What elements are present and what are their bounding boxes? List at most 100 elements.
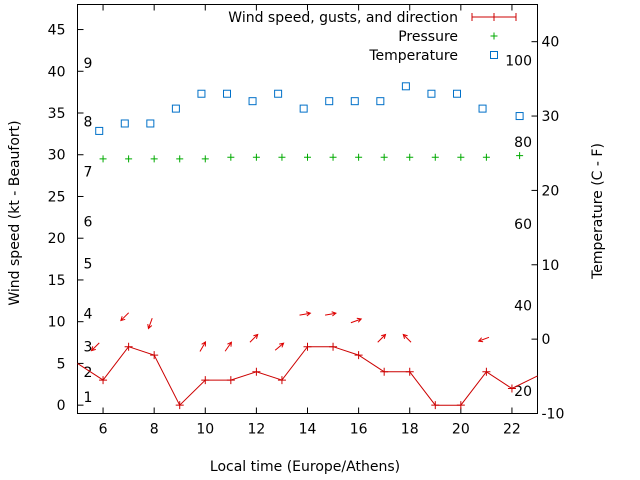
wind-speed-point [201, 376, 210, 385]
y2-tick-label: 40 [542, 35, 560, 51]
legend-label: Wind speed, gusts, and direction [228, 10, 458, 26]
beaufort-label: 5 [84, 256, 93, 272]
y-tick-label: 5 [57, 356, 66, 372]
wind-direction-arrow [274, 342, 285, 351]
wind-direction-arrow [120, 312, 130, 322]
temperature-point [120, 119, 129, 128]
pressure-point [355, 153, 363, 161]
pressure-point [278, 153, 286, 161]
temperature-point [515, 112, 524, 121]
fahrenheit-label: 80 [514, 135, 532, 151]
x-tick-label: 6 [99, 422, 108, 438]
wind-direction-arrow [249, 333, 259, 343]
y-tick-label: 10 [48, 315, 66, 331]
y-tick-label: 30 [48, 148, 66, 164]
wind-speed-point [405, 367, 414, 376]
x-tick-label: 20 [452, 422, 470, 438]
x-tick-label: 16 [350, 422, 368, 438]
y2-tick-label: 30 [542, 109, 560, 125]
temperature-point [453, 89, 461, 98]
temperature-point [427, 89, 436, 98]
wind-speed-series [77, 342, 538, 410]
pressure-point [99, 155, 107, 163]
legend-label: Temperature [368, 48, 458, 64]
pressure-point [482, 153, 490, 161]
pressure-point [150, 155, 158, 163]
temperature-point [478, 104, 487, 113]
wind-speed-point [150, 351, 159, 360]
y-tick-label: 0 [57, 398, 66, 414]
y-tick-label: 20 [48, 231, 66, 247]
beaufort-label: 3 [84, 340, 93, 356]
temperature-point [171, 104, 180, 113]
wind-speed-point [277, 376, 286, 385]
y2-tick-label: 20 [542, 183, 560, 199]
fahrenheit-label: 100 [505, 53, 532, 69]
beaufort-label: 8 [84, 114, 93, 130]
wind-direction-arrow [477, 336, 490, 343]
temperature-point [197, 89, 206, 98]
legend-swatch-marker [471, 13, 517, 21]
temperature-point [274, 89, 283, 98]
legend-label: Pressure [398, 29, 458, 45]
x-tick-label: 8 [150, 422, 159, 438]
fahrenheit-label: 20 [514, 384, 532, 400]
temperature-point [325, 97, 334, 106]
wind-direction-arrow [324, 311, 337, 317]
wind-direction-arrow [350, 317, 363, 324]
legend: Wind speed, gusts, and direction Pressure… [228, 10, 517, 64]
wind-direction-arrow [299, 311, 312, 317]
y-axis-title: Wind speed (kt - Beaufort) [7, 120, 23, 305]
y-tick-label: 15 [48, 273, 66, 289]
y-tick-label: 35 [48, 106, 66, 122]
wind-speed-point [303, 342, 312, 351]
beaufort-label: 4 [84, 306, 93, 322]
temperature-point [223, 89, 231, 98]
axis-ticks: 6 8 10 12 14 16 18 20 22051015202530354045-10010… [48, 4, 565, 438]
temperature-series [95, 82, 524, 135]
wind-speed-point [380, 367, 389, 376]
temperature-point [350, 97, 359, 106]
wind-direction-arrow [224, 341, 233, 352]
pressure-point [431, 153, 439, 161]
wind-speed-point [252, 367, 261, 376]
wind-speed-point [354, 351, 363, 360]
beaufort-label: 1 [84, 390, 93, 406]
wind-speed-point [431, 401, 440, 410]
wind-direction-arrows [90, 311, 490, 352]
pressure-point [227, 153, 235, 161]
pressure-point [201, 155, 209, 163]
beaufort-label: 2 [84, 365, 93, 381]
temperature-point [248, 97, 257, 106]
wind-direction-arrow [90, 342, 100, 352]
pressure-point [176, 155, 184, 163]
wind-speed-point [175, 401, 184, 410]
y-tick-label: 40 [48, 64, 66, 80]
wind-direction-arrow [377, 333, 387, 343]
wind-speed-point [226, 376, 235, 385]
y2-tick-label: 0 [542, 332, 551, 348]
y-tick-label: 25 [48, 189, 66, 205]
beaufort-label: 6 [84, 215, 93, 231]
fahrenheit-labels: 20 40 60 80 100 [505, 53, 532, 400]
temperature-point [299, 104, 308, 113]
legend-swatch-marker [490, 32, 498, 40]
pressure-point [252, 153, 260, 161]
fahrenheit-label: 60 [514, 217, 532, 233]
y2-tick-label: -10 [542, 407, 565, 423]
wind-direction-arrow [147, 318, 153, 330]
wind-speed-point [482, 367, 491, 376]
wind-speed-point [456, 401, 465, 410]
temperature-point [401, 82, 410, 91]
pressure-point [304, 153, 311, 161]
y2-axis-title: Temperature (C - F) [590, 143, 606, 280]
x-tick-label: 22 [503, 422, 521, 438]
x-axis-title: Local time (Europe/Athens) [210, 459, 400, 475]
wind-direction-arrow [402, 333, 412, 343]
legend-swatch-marker [490, 51, 498, 59]
x-tick-label: 18 [401, 422, 419, 438]
beaufort-label: 9 [84, 56, 93, 72]
temperature-point [146, 119, 155, 128]
y-tick-label: 45 [48, 23, 66, 39]
